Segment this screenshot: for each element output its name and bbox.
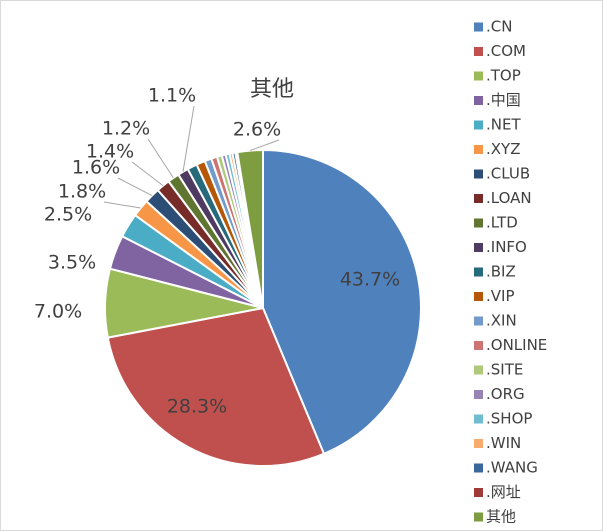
legend-swatch <box>474 22 483 32</box>
legend-swatch <box>474 341 483 350</box>
legend-label: .ORG <box>486 385 525 403</box>
legend-label: .COM <box>486 42 526 60</box>
leader-line <box>182 105 195 172</box>
category-label: 其他 <box>250 77 294 102</box>
legend-label: .INFO <box>486 238 527 256</box>
legend-swatch <box>474 365 483 375</box>
legend-swatch <box>474 194 483 203</box>
legend-swatch <box>474 120 483 130</box>
legend-label: .BIZ <box>486 263 516 281</box>
data-label: 1.1% <box>148 85 196 107</box>
legend-swatch <box>474 218 483 228</box>
legend-swatch <box>474 71 483 81</box>
legend-label: .CLUB <box>486 165 530 183</box>
legend-swatch <box>474 512 483 522</box>
legend-swatch <box>474 463 483 473</box>
legend-label: .LOAN <box>486 189 532 207</box>
legend-label: .SHOP <box>486 410 532 428</box>
legend-swatch <box>474 169 483 179</box>
legend-label: .VIP <box>486 287 515 305</box>
legend-label: .SITE <box>486 361 523 379</box>
leader-line <box>131 161 164 187</box>
legend-swatch <box>474 145 483 154</box>
pie-slice <box>262 148 422 456</box>
legend-swatch <box>474 488 483 497</box>
data-label: 28.3% <box>167 396 227 418</box>
data-label: 1.8% <box>58 181 106 203</box>
pie-slice <box>236 148 264 309</box>
legend-label: .NET <box>486 116 521 134</box>
legend-label: .XIN <box>486 312 517 330</box>
legend-swatch <box>474 96 483 105</box>
legend-label: .XYZ <box>486 140 520 158</box>
data-label: 2.6% <box>233 119 281 141</box>
legend-swatch <box>474 267 483 277</box>
legend-label: .LTD <box>486 214 518 232</box>
legend-label: .WIN <box>486 434 521 452</box>
leader-line <box>147 138 174 179</box>
legend-label: 其他 <box>486 508 516 526</box>
legend-label: .TOP <box>486 67 521 85</box>
legend-label: .网址 <box>486 483 521 501</box>
data-label: 3.5% <box>48 252 96 274</box>
data-label: 7.0% <box>34 301 82 323</box>
legend-swatch <box>474 439 483 448</box>
leader-line <box>249 139 280 151</box>
legend-swatch <box>474 390 483 399</box>
legend-swatch <box>474 47 483 56</box>
data-label: 1.6% <box>72 157 120 179</box>
data-label: 43.7% <box>340 269 400 291</box>
legend-label: .ONLINE <box>486 336 547 354</box>
legend-label: .CN <box>486 18 512 36</box>
legend-swatch <box>474 292 483 301</box>
legend-label: .中国 <box>486 91 521 109</box>
data-label: 1.2% <box>102 118 150 140</box>
legend-swatch <box>474 316 483 326</box>
legend-label: .WANG <box>486 459 538 477</box>
leader-line <box>117 177 153 197</box>
leader-line <box>103 201 141 209</box>
legend-swatch <box>474 243 483 252</box>
data-label: 2.5% <box>44 204 92 226</box>
legend-swatch <box>474 414 483 424</box>
data-label: 1.4% <box>86 141 134 163</box>
pie-slice <box>106 306 326 467</box>
